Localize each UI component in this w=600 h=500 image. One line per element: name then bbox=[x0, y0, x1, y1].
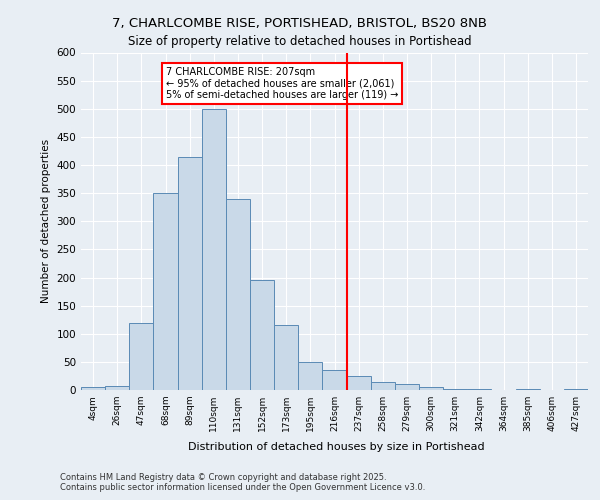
Text: Contains HM Land Registry data © Crown copyright and database right 2025.
Contai: Contains HM Land Registry data © Crown c… bbox=[60, 473, 425, 492]
Text: 7, CHARLCOMBE RISE, PORTISHEAD, BRISTOL, BS20 8NB: 7, CHARLCOMBE RISE, PORTISHEAD, BRISTOL,… bbox=[113, 18, 487, 30]
Bar bbox=[371, 382, 395, 390]
Bar bbox=[347, 376, 371, 390]
Bar bbox=[202, 109, 226, 390]
Bar bbox=[226, 198, 250, 390]
Text: Size of property relative to detached houses in Portishead: Size of property relative to detached ho… bbox=[128, 35, 472, 48]
Bar bbox=[81, 387, 105, 390]
Bar bbox=[178, 156, 202, 390]
Text: 7 CHARLCOMBE RISE: 207sqm
← 95% of detached houses are smaller (2,061)
5% of sem: 7 CHARLCOMBE RISE: 207sqm ← 95% of detac… bbox=[166, 66, 398, 100]
Bar bbox=[322, 370, 347, 390]
Bar bbox=[419, 387, 443, 390]
Text: Distribution of detached houses by size in Portishead: Distribution of detached houses by size … bbox=[188, 442, 484, 452]
Bar bbox=[443, 389, 467, 390]
Bar bbox=[154, 193, 178, 390]
Bar bbox=[298, 362, 322, 390]
Y-axis label: Number of detached properties: Number of detached properties bbox=[41, 139, 51, 304]
Bar bbox=[274, 326, 298, 390]
Bar bbox=[105, 386, 129, 390]
Bar bbox=[129, 322, 154, 390]
Bar bbox=[250, 280, 274, 390]
Bar bbox=[395, 384, 419, 390]
